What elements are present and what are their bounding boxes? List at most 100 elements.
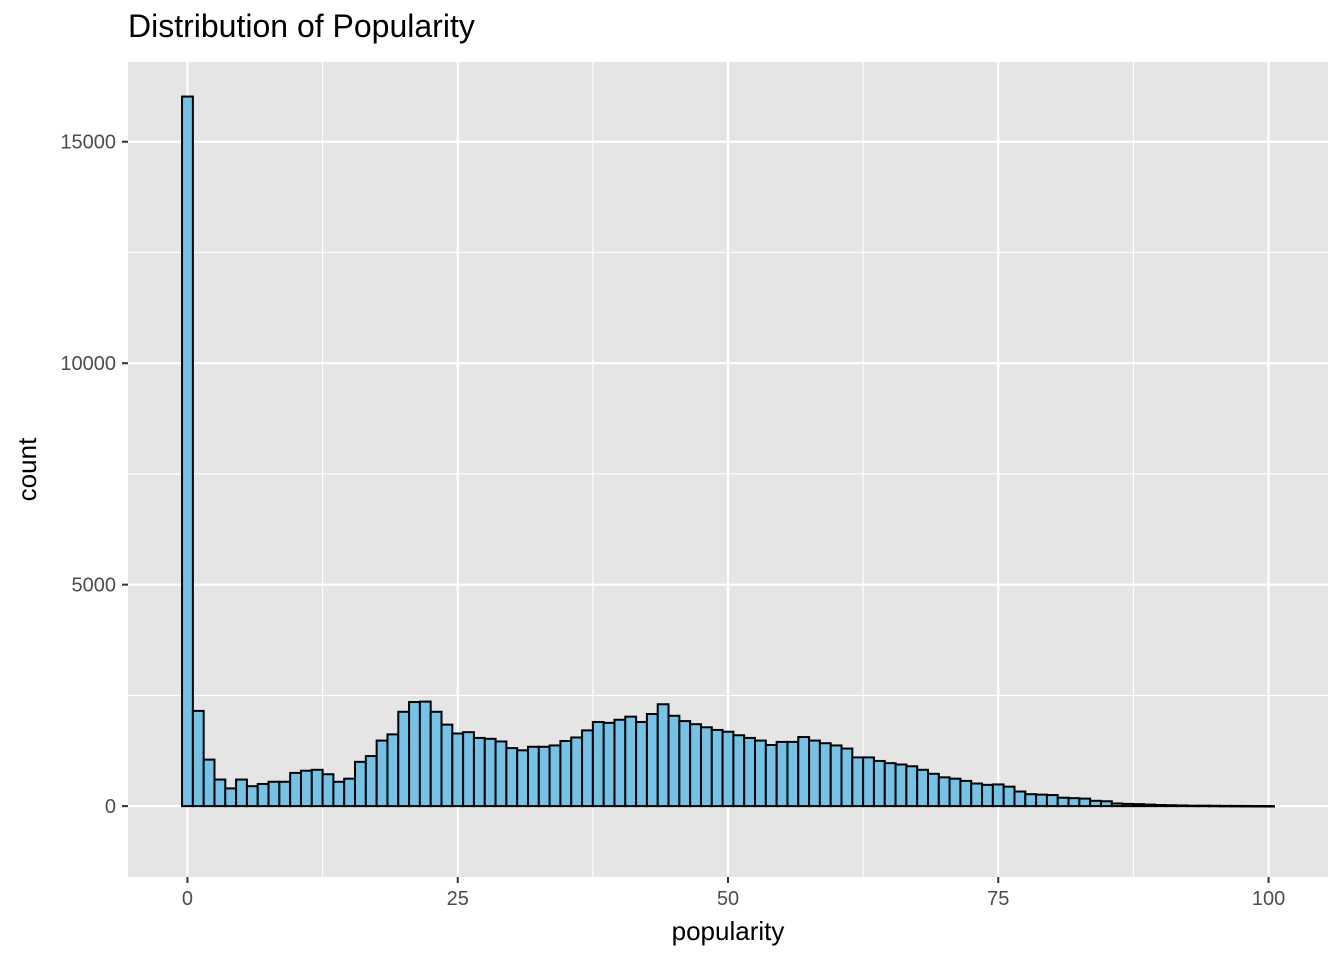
histogram-bar (613, 718, 627, 808)
histogram-bar (1175, 804, 1189, 808)
y-tick-label: 5000 (72, 575, 117, 597)
histogram-bar (991, 783, 1005, 808)
histogram-bar (635, 720, 648, 808)
x-axis-title: popularity (672, 916, 785, 946)
x-tick-label: 0 (182, 888, 193, 910)
histogram-bar (862, 756, 875, 808)
histogram-bar (591, 720, 605, 808)
histogram-bar (851, 756, 865, 808)
histogram-bar (1024, 793, 1038, 808)
histogram-bar (1089, 799, 1102, 808)
histogram-bar (386, 733, 400, 808)
histogram-bar (1002, 785, 1016, 808)
histogram-bar (894, 763, 908, 808)
histogram-bar (462, 731, 475, 808)
y-tick-label: 10000 (60, 353, 116, 375)
histogram-bar (743, 736, 757, 808)
histogram-bar (1078, 797, 1092, 808)
histogram-bar (1143, 803, 1157, 808)
histogram-bar (570, 736, 584, 808)
histogram-bar (645, 713, 659, 808)
histogram-bar (1013, 790, 1027, 808)
histogram-bar (527, 745, 540, 808)
histogram-bar (505, 747, 519, 808)
histogram-bar (1218, 804, 1232, 808)
histogram-bar (970, 782, 984, 808)
histogram-bar (937, 776, 951, 808)
histogram-bar (245, 785, 259, 808)
histogram-bar (1056, 796, 1070, 808)
x-tick-label: 50 (717, 888, 739, 910)
histogram-bar (235, 778, 248, 808)
histogram-bars (181, 95, 1275, 808)
histogram-bar (808, 739, 821, 808)
histogram-bar (916, 768, 930, 808)
histogram-bar (797, 736, 811, 808)
histogram-bar (1132, 803, 1146, 808)
histogram-bar (883, 762, 897, 808)
histogram-bar (354, 760, 367, 808)
histogram-bar (451, 732, 465, 808)
histogram-bar (256, 782, 270, 808)
histogram-bar (418, 700, 432, 808)
histogram-bar (299, 769, 313, 808)
histogram-bar (927, 772, 940, 808)
histogram-bar (624, 715, 638, 808)
histogram-bar (278, 780, 292, 808)
histogram-bar (959, 779, 973, 808)
chart-title: Distribution of Popularity (128, 8, 475, 44)
histogram-bar (289, 771, 302, 808)
histogram-bar (710, 728, 724, 808)
histogram-bar (602, 721, 616, 808)
histogram-bar (224, 787, 238, 808)
histogram-bar (1045, 794, 1059, 808)
histogram-bar (689, 723, 702, 808)
histogram-bar (537, 745, 551, 808)
x-tick-label: 100 (1252, 888, 1285, 910)
histogram-bar (754, 739, 767, 808)
histogram-bar (699, 726, 713, 808)
histogram-bar (818, 742, 832, 808)
histogram-bar (1229, 804, 1243, 808)
y-tick-label: 15000 (60, 132, 116, 154)
histogram-bar (775, 740, 789, 808)
histogram-bar (1067, 797, 1081, 808)
y-tick-label: 0 (105, 796, 116, 818)
histogram-bar (829, 744, 843, 808)
x-axis: 0 25 50 75 100 (182, 877, 1285, 910)
histogram-bar (408, 701, 421, 808)
histogram-bar (516, 749, 530, 808)
histogram-bar (310, 768, 324, 808)
histogram-bar (678, 720, 692, 808)
histogram-bar (1110, 802, 1124, 808)
histogram-bar (181, 95, 194, 808)
histogram-bar (548, 744, 562, 808)
histogram-bar (429, 710, 443, 808)
histogram-bar (872, 759, 886, 808)
histogram-bar (1035, 793, 1048, 808)
histogram-bar (1121, 802, 1135, 808)
histogram-bar (343, 777, 357, 808)
histogram-bar (1164, 804, 1178, 808)
histogram-bar (840, 747, 854, 808)
histogram-bar (1154, 804, 1167, 808)
histogram-bar (483, 737, 497, 808)
histogram-bar (397, 710, 411, 808)
histogram-bar (732, 734, 746, 808)
histogram-bar (1262, 805, 1275, 808)
histogram-bar (1186, 804, 1200, 808)
histogram-bar (1197, 804, 1211, 808)
histogram-bar (267, 780, 281, 808)
histogram-bar (364, 755, 378, 808)
y-axis: 0 5000 10000 15000 (60, 132, 128, 818)
histogram-bar (764, 744, 778, 808)
histogram-bar (1251, 804, 1265, 808)
histogram-bar (581, 729, 594, 808)
histogram-bar (559, 740, 573, 808)
histogram-bar (202, 758, 216, 808)
histogram-bar (948, 777, 962, 808)
histogram-bar (1208, 804, 1221, 808)
histogram-bar (213, 778, 227, 808)
x-tick-label: 75 (987, 888, 1009, 910)
